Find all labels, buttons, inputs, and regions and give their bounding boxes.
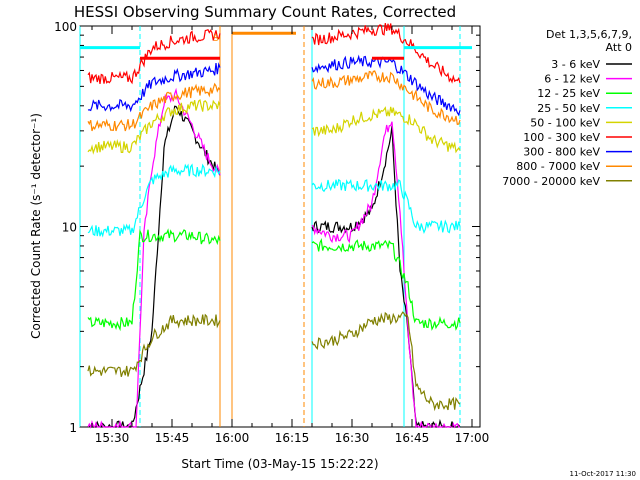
series-line-2-seg-1 xyxy=(311,238,461,331)
series-line-3-seg-0 xyxy=(87,163,221,238)
series-line-4-seg-1 xyxy=(311,106,461,154)
series-line-1-seg-1 xyxy=(311,121,460,429)
series-line-8-seg-0 xyxy=(87,313,221,377)
legend-label-8: 7000 - 20000 keV xyxy=(502,175,600,188)
series-line-3-seg-1 xyxy=(311,178,461,234)
legend-label-5: 100 - 300 keV xyxy=(523,131,600,144)
series-layer xyxy=(87,22,461,429)
series-line-5-seg-0 xyxy=(87,28,221,85)
legend-label-2: 12 - 25 keV xyxy=(537,87,600,100)
legend-header-line-1: Det 1,3,5,6,7,9, xyxy=(546,28,632,41)
legend-label-1: 6 - 12 keV xyxy=(544,73,600,86)
x-axis-label: Start Time (03-May-15 15:22:22) xyxy=(181,457,378,471)
legend-label-0: 3 - 6 keV xyxy=(551,58,600,71)
y-axis-label: Corrected Count Rate (s⁻¹ detector⁻¹) xyxy=(29,113,43,339)
legend-label-6: 300 - 800 keV xyxy=(523,146,600,159)
y-axis: 1 10 100 xyxy=(54,20,480,435)
legend-label-7: 800 - 7000 keV xyxy=(516,160,600,173)
overlay-layer xyxy=(80,31,472,60)
plot-area: 1 10 100 15:30 15:45 16:00 16:15 16:30 16:45 17:… xyxy=(54,20,489,445)
chart-title: HESSI Observing Summary Count Rates, Cor… xyxy=(74,3,456,21)
series-line-5-seg-1 xyxy=(311,22,461,84)
series-line-7-seg-1 xyxy=(311,70,461,125)
series-line-0-seg-1 xyxy=(311,125,461,429)
footer-timestamp: 11-Oct-2017 11:30 xyxy=(570,470,636,478)
legend: Det 1,3,5,6,7,9, Att 0 3 - 6 keV 6 - 12 k… xyxy=(502,28,632,188)
legend-label-4: 50 - 100 keV xyxy=(530,116,600,129)
x-tick-label: 16:00 xyxy=(215,431,250,445)
series-line-6-seg-0 xyxy=(87,62,221,113)
y-tick-label: 1 xyxy=(69,421,77,435)
x-tick-label: 15:45 xyxy=(155,431,190,445)
x-tick-label: 16:45 xyxy=(395,431,430,445)
x-axis: 15:30 15:45 16:00 16:15 16:30 16:45 17:00 xyxy=(91,26,490,445)
series-line-6-seg-1 xyxy=(311,54,461,117)
series-line-2-seg-0 xyxy=(87,228,221,332)
series-line-1-seg-0 xyxy=(87,87,221,429)
legend-label-3: 25 - 50 keV xyxy=(537,102,600,115)
legend-header-line-2: Att 0 xyxy=(606,41,632,54)
x-tick-label: 17:00 xyxy=(455,431,490,445)
x-tick-label: 15:30 xyxy=(95,431,130,445)
x-tick-label: 16:15 xyxy=(275,431,310,445)
x-tick-label: 16:30 xyxy=(335,431,370,445)
annotation-s: S xyxy=(213,34,219,44)
y-tick-label: 100 xyxy=(54,20,77,34)
series-line-0-seg-0 xyxy=(87,105,221,428)
y-tick-label: 10 xyxy=(62,221,77,235)
series-line-8-seg-1 xyxy=(311,311,461,412)
series-line-7-seg-0 xyxy=(87,82,221,132)
series-line-4-seg-0 xyxy=(87,98,221,155)
